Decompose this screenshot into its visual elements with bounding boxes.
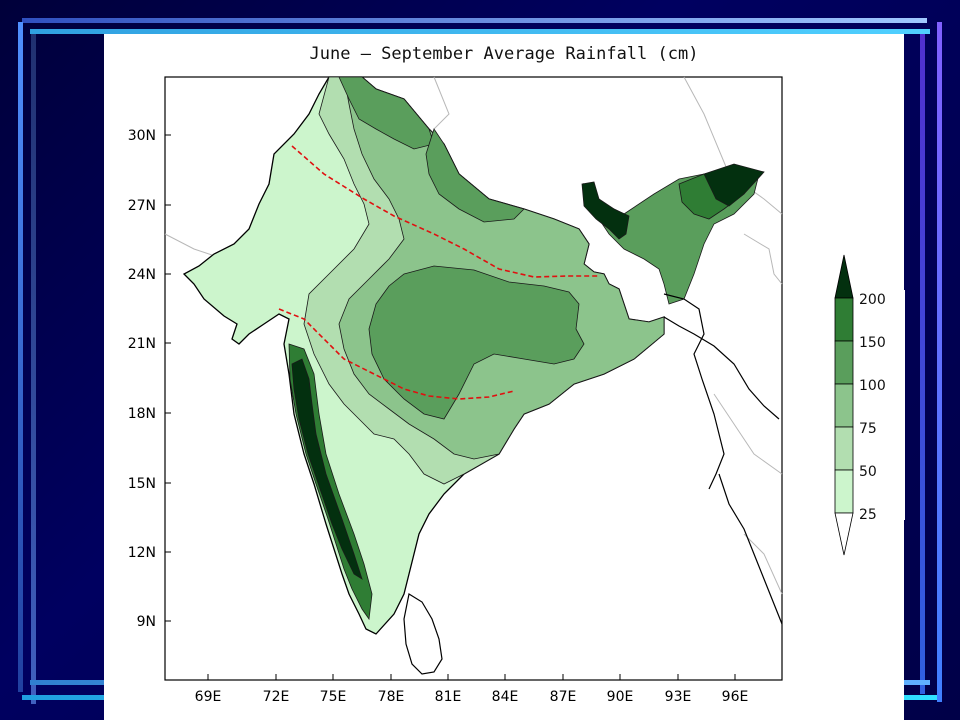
lat-tick: 21N bbox=[128, 336, 171, 352]
lon-label-72e: 72E bbox=[263, 689, 290, 705]
lon-tick: 93E bbox=[665, 674, 692, 705]
legend-label-200: 200 bbox=[859, 292, 886, 308]
lon-label-69e: 69E bbox=[195, 689, 222, 705]
lat-tick: 12N bbox=[128, 545, 171, 561]
lon-label-81e: 81E bbox=[435, 689, 462, 705]
lat-label-30n: 30N bbox=[128, 128, 156, 144]
lon-label-90e: 90E bbox=[607, 689, 634, 705]
map-title: June — September Average Rainfall (cm) bbox=[309, 44, 699, 64]
lon-tick: 87E bbox=[550, 674, 577, 705]
lon-label-78e: 78E bbox=[378, 689, 405, 705]
coastline-myanmar bbox=[663, 293, 725, 490]
boundary-line-north bbox=[291, 145, 599, 278]
rain-band-100-150-central bbox=[368, 265, 585, 420]
legend-label-50: 50 bbox=[859, 464, 877, 480]
lat-label-12n: 12N bbox=[128, 545, 156, 561]
legend-label-25: 25 bbox=[859, 507, 877, 523]
legend-label-100: 100 bbox=[859, 378, 886, 394]
lat-label-21n: 21N bbox=[128, 336, 156, 352]
longitude-axis: 69E 72E 75E 78E 81E 84E 87E 90E 93E 96E bbox=[195, 674, 749, 705]
legend-cap-top bbox=[834, 254, 854, 299]
frame-line-left-1 bbox=[18, 22, 23, 692]
lat-label-18n: 18N bbox=[128, 406, 156, 422]
rainfall-regions bbox=[182, 76, 783, 675]
sri-lanka bbox=[403, 593, 443, 675]
rain-band-over-200-northeast bbox=[703, 163, 765, 207]
lon-label-93e: 93E bbox=[665, 689, 692, 705]
coastline-east bbox=[663, 316, 780, 420]
legend-swatch-150-200 bbox=[834, 297, 854, 342]
lon-tick: 75E bbox=[320, 674, 347, 705]
lon-tick: 96E bbox=[722, 674, 749, 705]
legend-swatch-100-150 bbox=[834, 340, 854, 385]
lon-label-84e: 84E bbox=[492, 689, 519, 705]
boundary-lines bbox=[278, 145, 599, 400]
lat-tick: 30N bbox=[128, 128, 171, 144]
rainfall-map: 30N 27N 24N 21N 18N 15N 12N 9N 69E 72E 7… bbox=[128, 76, 783, 705]
lon-label-87e: 87E bbox=[550, 689, 577, 705]
frame-line-top-1 bbox=[22, 18, 927, 23]
rain-band-100-150-north bbox=[338, 76, 435, 150]
coastline-thailand bbox=[718, 473, 783, 625]
lon-tick: 69E bbox=[195, 674, 222, 705]
lon-label-75e: 75E bbox=[320, 689, 347, 705]
lat-tick: 18N bbox=[128, 406, 171, 422]
frame-line-left-2 bbox=[31, 34, 36, 704]
legend-swatch-25-50 bbox=[834, 469, 854, 514]
lon-label-96e: 96E bbox=[722, 689, 749, 705]
latitude-axis: 30N 27N 24N 21N 18N 15N 12N 9N bbox=[128, 128, 171, 630]
lat-tick: 15N bbox=[128, 476, 171, 492]
lat-label-24n: 24N bbox=[128, 267, 156, 283]
lon-tick: 72E bbox=[263, 674, 290, 705]
rainfall-legend: 200 150 100 75 50 25 bbox=[834, 254, 905, 556]
lon-tick: 81E bbox=[435, 674, 462, 705]
legend-label-75: 75 bbox=[859, 421, 877, 437]
lon-tick: 84E bbox=[492, 674, 519, 705]
legend-cap-bottom bbox=[834, 512, 854, 556]
lon-tick: 90E bbox=[607, 674, 634, 705]
boundary-line-south bbox=[278, 308, 515, 400]
legend-swatch-50-75 bbox=[834, 426, 854, 471]
legend-label-backdrop bbox=[855, 290, 905, 520]
lat-label-15n: 15N bbox=[128, 476, 156, 492]
rain-band-over-200-westcoast bbox=[291, 358, 363, 580]
lon-tick: 78E bbox=[378, 674, 405, 705]
rain-band-over-200-bhutan bbox=[581, 181, 630, 240]
legend-label-150: 150 bbox=[859, 335, 886, 351]
legend-swatch-75-100 bbox=[834, 383, 854, 428]
map-panel: June — September Average Rainfall (cm) bbox=[104, 34, 904, 720]
frame-line-top-2 bbox=[30, 29, 930, 34]
lat-tick: 24N bbox=[128, 267, 171, 283]
frame-line-right-2 bbox=[920, 34, 925, 694]
lat-tick: 9N bbox=[137, 614, 171, 630]
lat-label-27n: 27N bbox=[128, 198, 156, 214]
lat-label-9n: 9N bbox=[137, 614, 156, 630]
frame-line-right-1 bbox=[937, 22, 942, 702]
lat-tick: 27N bbox=[128, 198, 171, 214]
rain-band-100-150-uttarakhand bbox=[425, 128, 525, 223]
